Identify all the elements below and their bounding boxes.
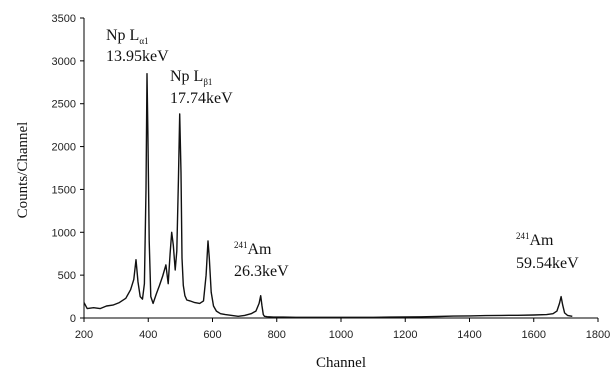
annotation-am-26: 241Am	[234, 240, 272, 258]
x-tick-label: 600	[203, 329, 221, 341]
x-tick-group: 200 400 600 800 1000 1200 1400 1600 1800	[75, 318, 610, 341]
annotation-np-lb1-label: Np L	[170, 68, 203, 85]
y-tick-label: 3500	[52, 13, 76, 25]
y-tick-group: 0 500 1000 1500 2000 2500 3000 3500	[52, 13, 84, 325]
x-tick-label: 1600	[522, 329, 546, 341]
y-tick-label: 3000	[52, 56, 76, 68]
annotation-np-lb1-sub: β1	[203, 77, 212, 87]
x-tick-label: 200	[75, 329, 93, 341]
x-tick-label: 1400	[457, 329, 481, 341]
y-tick-label: 1000	[52, 227, 76, 239]
annotation-am-59: 241Am	[516, 231, 554, 249]
annotation-am-26-label: Am	[248, 241, 273, 258]
annotation-am-26-sup: 241	[234, 240, 248, 250]
annotation-am-59-sup: 241	[516, 231, 530, 241]
x-tick-label: 1800	[586, 329, 610, 341]
x-tick-label: 1000	[329, 329, 353, 341]
annotation-np-lb1: Np Lβ1	[170, 68, 212, 87]
x-tick-label: 1200	[393, 329, 417, 341]
annotation-np-la1-label: Np L	[106, 27, 139, 44]
x-axis-title: Channel	[316, 355, 366, 371]
annotation-am-59-label: Am	[530, 232, 555, 249]
spectrum-line	[83, 73, 573, 318]
annotation-np-la1-sub: α1	[139, 36, 148, 46]
annotation-np-la1: Np Lα1	[106, 27, 149, 46]
annotation-am-26-energy: 26.3keV	[234, 263, 289, 280]
y-tick-label: 500	[58, 270, 76, 282]
y-tick-label: 2500	[52, 99, 76, 111]
annotation-np-lb1-energy: 17.74keV	[170, 90, 233, 107]
y-tick-label: 2000	[52, 142, 76, 154]
y-tick-label: 0	[70, 313, 76, 325]
annotation-am-59-energy: 59.54keV	[516, 255, 579, 272]
y-axis-title: Counts/Channel	[15, 122, 31, 219]
x-tick-label: 800	[268, 329, 286, 341]
annotation-np-la1-energy: 13.95keV	[106, 48, 169, 65]
y-tick-label: 1500	[52, 184, 76, 196]
x-tick-label: 400	[139, 329, 157, 341]
